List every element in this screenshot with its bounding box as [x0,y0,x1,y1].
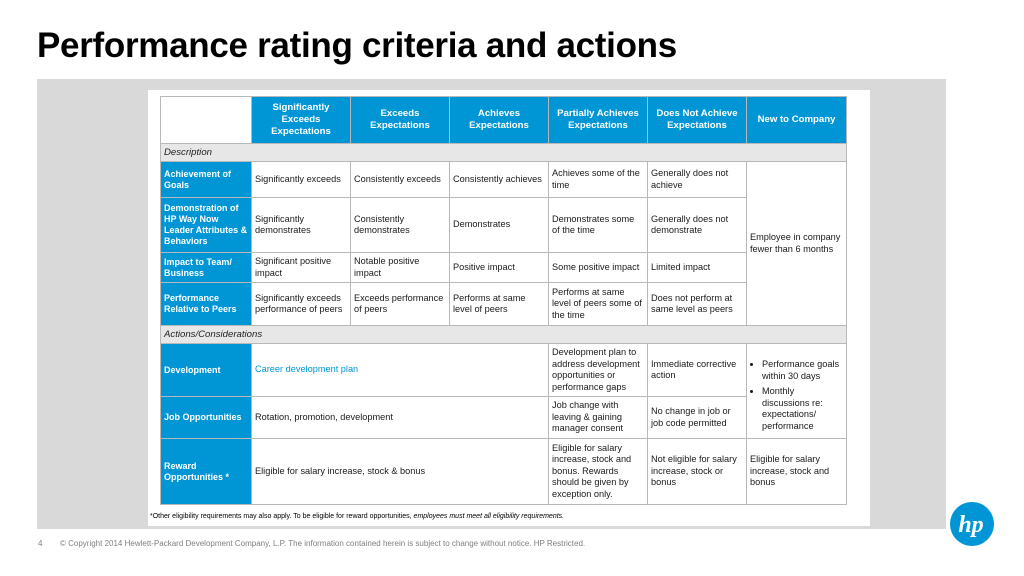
row-header-job-opportunities: Job Opportunities [160,396,252,439]
table-cell: Demonstrates [449,197,549,253]
col-header-new-to-company: New to Company [746,96,847,144]
table-cell: Exceeds performance of peers [350,282,450,326]
table-cell: Significantly exceeds [251,161,351,198]
table-cell: Rotation, promotion, development [251,396,549,439]
svg-text:hp: hp [958,512,983,538]
col-header-significantly-exceeds: Significantly Exceeds Expectations [251,96,351,144]
table-cell: Positive impact [449,252,549,283]
table-cell: Some positive impact [548,252,648,283]
rating-criteria-table: Significantly Exceeds Expectations Excee… [160,96,847,505]
table-row: Job Opportunities Rotation, promotion, d… [160,396,847,439]
table-row: Impact to Team/ Business Significant pos… [160,252,847,283]
table-cell: Immediate corrective action [647,343,747,397]
row-header-impact: Impact to Team/ Business [160,252,252,283]
row-header-reward: Reward Opportunities * [160,438,252,505]
row-header-performance: Performance Relative to Peers [160,282,252,326]
hp-logo: hp [950,502,994,546]
table-cell: Job change with leaving & gaining manage… [548,396,648,439]
bullet-list: Performance goals within 30 days Monthly… [750,359,843,432]
table-cell: Significantly demonstrates [251,197,351,253]
section-label-description: Description [160,143,847,162]
section-row-description: Description [160,143,847,162]
footnote: *Other eligibility requirements may also… [150,513,564,520]
footnote-text: *Other eligibility requirements may also… [150,513,414,520]
table-cell: Consistently exceeds [350,161,450,198]
table-cell: Performs at same level of peers [449,282,549,326]
table-row: Demonstration of HP Way Now Leader Attri… [160,197,847,253]
col-header-partially-achieves: Partially Achieves Expectations [548,96,648,144]
new-to-company-description: Employee in company fewer than 6 months [746,161,847,326]
footnote-emphasis: employees must meet all eligibility requ… [413,513,565,520]
page-number: 4 [38,539,43,548]
table-row: Development Career development plan Deve… [160,343,847,439]
new-to-company-bullets: Performance goals within 30 days Monthly… [746,343,847,439]
table-cell: Eligible for salary increase, stock and … [746,438,847,505]
table-row: Achievement of Goals Significantly excee… [160,161,847,326]
row-header-achievement: Achievement of Goals [160,161,252,198]
table-cell: Consistently achieves [449,161,549,198]
table-cell: Significant positive impact [251,252,351,283]
section-label-actions: Actions/Considerations [160,325,847,344]
table-cell: Demonstrates some of the time [548,197,648,253]
section-row-actions: Actions/Considerations [160,325,847,344]
table-cell: Development plan to address development … [548,343,648,397]
col-header-does-not-achieve: Does Not Achieve Expectations [647,96,747,144]
table-cell: Generally does not demonstrate [647,197,747,253]
table-cell: Limited impact [647,252,747,283]
table-row: Reward Opportunities * Eligible for sala… [160,438,847,505]
table-cell: Not eligible for salary increase, stock … [647,438,747,505]
bullet-item: Monthly discussions re: expectations/ pe… [762,386,843,432]
bullet-item: Performance goals within 30 days [762,359,843,382]
page-title: Performance rating criteria and actions [37,26,677,65]
table-cell: Consistently demonstrates [350,197,450,253]
copyright-notice: © Copyright 2014 Hewlett-Packard Develop… [60,539,586,548]
table-cell: Generally does not achieve [647,161,747,198]
table-cell: Eligible for salary increase, stock and … [548,438,648,505]
table-cell: Does not perform at same level as peers [647,282,747,326]
table-cell: Significantly exceeds performance of pee… [251,282,351,326]
corner-cell [160,96,252,144]
row-header-development: Development [160,343,252,397]
header-row: Significantly Exceeds Expectations Excee… [160,96,847,144]
table-cell: Performs at same level of peers some of … [548,282,648,326]
table-cell: No change in job or job code permitted [647,396,747,439]
table-row: Performance Relative to Peers Significan… [160,282,847,326]
table-cell: Notable positive impact [350,252,450,283]
col-header-achieves: Achieves Expectations [449,96,549,144]
table-cell: Eligible for salary increase, stock & bo… [251,438,549,505]
career-development-plan-link[interactable]: Career development plan [251,343,549,397]
row-header-demonstration: Demonstration of HP Way Now Leader Attri… [160,197,252,253]
table-cell: Achieves some of the time [548,161,648,198]
col-header-exceeds: Exceeds Expectations [350,96,450,144]
